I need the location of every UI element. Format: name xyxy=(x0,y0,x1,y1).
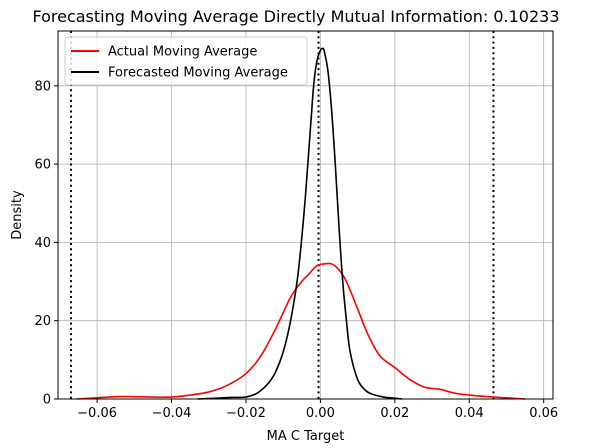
x-tick-label-0: −0.06 xyxy=(77,406,117,421)
x-tick-label-6: 0.06 xyxy=(529,406,558,421)
legend-box xyxy=(64,36,308,86)
y-tick-label-2: 40 xyxy=(34,236,51,251)
x-axis-label: MA C Target xyxy=(267,429,345,444)
x-tick-label-5: 0.04 xyxy=(455,406,484,421)
series-line-forecasted-moving-average xyxy=(197,47,403,400)
y-tick-label-3: 60 xyxy=(34,158,51,173)
y-tick-label-0: 0 xyxy=(43,393,51,408)
x-tick-label-2: −0.02 xyxy=(226,406,266,421)
y-tick-label-1: 20 xyxy=(34,314,51,329)
series-line-actual-moving-average xyxy=(76,262,526,400)
plot-frame xyxy=(57,30,554,400)
legend-label-forecasted-moving-average: Forecasted Moving Average xyxy=(108,66,288,81)
x-tick-label-3: 0.00 xyxy=(306,406,335,421)
grid xyxy=(58,31,553,400)
y-tick-label-4: 80 xyxy=(34,79,51,94)
x-tick-label-1: −0.04 xyxy=(152,406,192,421)
legend: Actual Moving Average Forecasted Moving A… xyxy=(64,36,308,86)
series-lines xyxy=(76,47,526,400)
ticks: −0.06 −0.04 −0.02 0.00 0.02 0.04 0.06 0 20 40 60 80 xyxy=(34,79,558,421)
y-axis-label: Density xyxy=(10,190,25,240)
legend-label-actual-moving-average: Actual Moving Average xyxy=(108,45,257,60)
x-tick-label-4: 0.02 xyxy=(380,406,409,421)
chart-title: Forecasting Moving Average Directly Mutu… xyxy=(32,7,559,26)
